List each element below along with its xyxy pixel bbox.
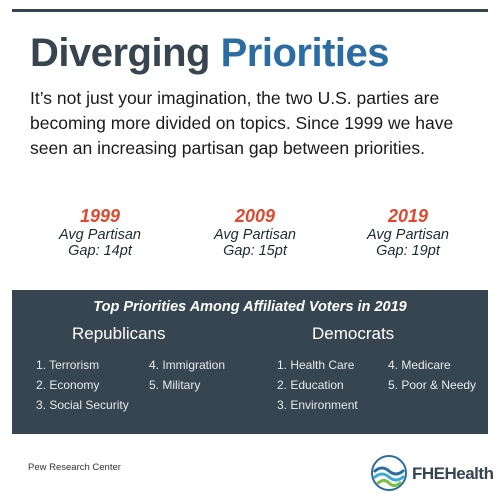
republican-priority: 3. Social Security bbox=[36, 398, 129, 412]
stat-value: Gap: 15pt bbox=[223, 243, 287, 259]
democrat-priority: 2. Education bbox=[277, 378, 344, 392]
title-word-diverging: Diverging bbox=[30, 31, 210, 75]
fhehealth-logo: FHEHealth bbox=[370, 454, 494, 494]
top-divider bbox=[12, 9, 488, 12]
title-word-priorities: Priorities bbox=[220, 31, 390, 75]
stat-1999: 1999 Avg Partisan Gap: 14pt bbox=[30, 205, 170, 259]
republican-priority: 5. Military bbox=[149, 378, 201, 392]
democrats-heading: Democrats bbox=[312, 324, 395, 343]
democrat-priority: 3. Environment bbox=[277, 398, 358, 412]
republican-priority: 2. Economy bbox=[36, 378, 100, 392]
wave-circle-icon bbox=[371, 455, 407, 491]
republicans-heading: Republicans bbox=[72, 324, 166, 343]
stat-2009: 2009 Avg Partisan Gap: 15pt bbox=[185, 205, 325, 259]
stat-label: Avg Partisan bbox=[367, 227, 449, 243]
panel-heading: Top Priorities Among Affiliated Voters i… bbox=[93, 299, 407, 315]
page-title: Diverging Priorities bbox=[30, 30, 390, 76]
logo-wordmark: FHEHealth bbox=[412, 464, 494, 483]
democrat-priority: 5. Poor & Needy bbox=[388, 378, 477, 392]
intro-paragraph: It’s not just your imagination, the two … bbox=[30, 88, 454, 158]
stat-2019: 2019 Avg Partisan Gap: 19pt bbox=[338, 205, 478, 259]
republican-priority: 4. Immigration bbox=[149, 358, 226, 372]
stat-year: 2019 bbox=[387, 206, 429, 226]
source-credit: Pew Research Center bbox=[28, 462, 121, 473]
stat-label: Avg Partisan bbox=[214, 227, 296, 243]
democrat-priority: 4. Medicare bbox=[388, 358, 451, 372]
stat-year: 2009 bbox=[234, 206, 276, 226]
stat-label: Avg Partisan bbox=[59, 227, 141, 243]
democrat-priority: 1. Health Care bbox=[277, 358, 355, 372]
republican-priority: 1. Terrorism bbox=[36, 358, 100, 372]
priorities-panel: Top Priorities Among Affiliated Voters i… bbox=[12, 290, 488, 434]
stat-value: Gap: 19pt bbox=[376, 243, 440, 259]
stat-year: 1999 bbox=[79, 206, 121, 226]
stat-value: Gap: 14pt bbox=[68, 243, 132, 259]
